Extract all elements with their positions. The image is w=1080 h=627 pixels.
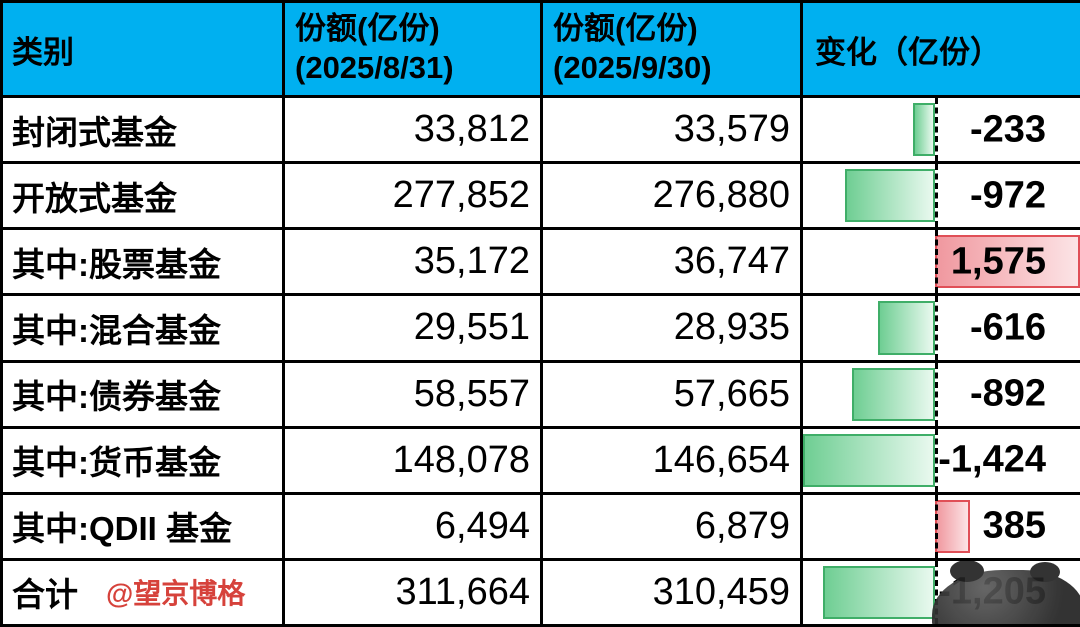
change-bar — [823, 565, 935, 619]
change-bar — [803, 433, 935, 487]
category-label: 其中:股票基金 — [12, 245, 221, 283]
category-label: 其中:债券基金 — [12, 378, 221, 416]
header-change-label: 变化（亿份） — [815, 34, 1001, 70]
header-sep-line2: (2025/9/30) — [553, 50, 712, 85]
category-label: 合计 — [12, 576, 78, 614]
header-sep-label: 份额(亿份) (2025/9/30) — [543, 10, 712, 88]
header-cell-change: 变化（亿份） — [803, 3, 1080, 95]
category-cell: 合计 @望京博格 — [3, 560, 285, 624]
share-aug-cell: 58,557 — [285, 362, 543, 426]
share-sep-cell: 57,665 — [543, 362, 803, 426]
header-sep-line1: 份额(亿份) — [553, 11, 698, 47]
change-value: -972 — [969, 174, 1046, 217]
change-value: -233 — [969, 108, 1046, 151]
share-aug-cell: 277,852 — [285, 164, 543, 228]
category-label: 开放式基金 — [12, 179, 177, 217]
zero-axis-line — [934, 164, 938, 228]
change-value: 385 — [982, 504, 1046, 547]
header-cell-aug: 份额(亿份) (2025/8/31) — [285, 3, 543, 95]
change-value: 1,575 — [950, 240, 1046, 283]
change-cell: -892 — [803, 362, 1080, 426]
share-sep-cell: 276,880 — [543, 164, 803, 228]
category-cell: 其中:货币基金 — [3, 428, 285, 492]
share-sep-cell: 28,935 — [543, 296, 803, 360]
change-bar — [934, 235, 1080, 289]
share-aug-cell: 33,812 — [285, 98, 543, 162]
header-aug-label: 份额(亿份) (2025/8/31) — [285, 10, 454, 88]
table-row: 封闭式基金 33,812 33,579 -233 — [3, 98, 1080, 165]
category-cell: 其中:债券基金 — [3, 362, 285, 426]
category-cell: 其中:QDII 基金 — [3, 494, 285, 558]
share-sep-cell: 146,654 — [543, 428, 803, 492]
header-aug-line1: 份额(亿份) — [295, 11, 440, 47]
share-sep-cell: 33,579 — [543, 98, 803, 162]
share-aug-cell: 311,664 — [285, 560, 543, 624]
change-bar — [913, 103, 935, 157]
change-bar — [852, 367, 935, 421]
change-cell: -233 — [803, 98, 1080, 162]
change-bar — [934, 499, 971, 553]
share-aug-cell: 148,078 — [285, 428, 543, 492]
table-row: 其中:混合基金 29,551 28,935 -616 — [3, 296, 1080, 363]
zero-axis-line — [934, 296, 938, 360]
header-row: 类别 份额(亿份) (2025/8/31) 份额(亿份) (2025/9/30)… — [3, 3, 1080, 98]
share-sep-cell: 6,879 — [543, 494, 803, 558]
change-bar — [844, 169, 935, 223]
share-sep-cell: 310,459 — [543, 560, 803, 624]
change-cell: -1,424 — [803, 428, 1080, 492]
zero-axis-line — [934, 428, 938, 492]
table-row: 开放式基金 277,852 276,880 -972 — [3, 164, 1080, 231]
zero-axis-line — [934, 494, 938, 558]
category-label: 其中:货币基金 — [12, 444, 221, 482]
sticker-watermark — [932, 560, 1080, 624]
table-row: 其中:债券基金 58,557 57,665 -892 — [3, 362, 1080, 429]
zero-axis-line — [934, 362, 938, 426]
change-value: -616 — [969, 306, 1046, 349]
category-cell: 开放式基金 — [3, 164, 285, 228]
header-aug-line2: (2025/8/31) — [295, 50, 454, 85]
change-value: -1,424 — [938, 438, 1046, 481]
zero-axis-line — [934, 98, 938, 162]
share-aug-cell: 29,551 — [285, 296, 543, 360]
change-bar — [877, 301, 935, 355]
share-aug-cell: 35,172 — [285, 230, 543, 294]
header-category-label: 类别 — [12, 34, 74, 70]
author-watermark: @望京博格 — [106, 578, 246, 610]
category-label: 其中:混合基金 — [12, 311, 221, 349]
table-row: 其中:QDII 基金 6,494 6,879 385 — [3, 494, 1080, 561]
change-cell: -1,205 — [803, 560, 1080, 624]
category-cell: 封闭式基金 — [3, 98, 285, 162]
category-cell: 其中:混合基金 — [3, 296, 285, 360]
category-cell: 其中:股票基金 — [3, 230, 285, 294]
change-cell: 1,575 — [803, 230, 1080, 294]
header-cell-sep: 份额(亿份) (2025/9/30) — [543, 3, 803, 95]
zero-axis-line — [934, 560, 938, 624]
table-body: 封闭式基金 33,812 33,579 -233 开放式基金 277,852 276,880… — [3, 98, 1080, 627]
header-cell-category: 类别 — [3, 3, 285, 95]
share-aug-cell: 6,494 — [285, 494, 543, 558]
change-value: -892 — [969, 372, 1046, 415]
change-cell: -616 — [803, 296, 1080, 360]
change-cell: -972 — [803, 164, 1080, 228]
table-row: 其中:货币基金 148,078 146,654 -1,424 — [3, 428, 1080, 495]
zero-axis-line — [934, 230, 938, 294]
category-label: 其中:QDII 基金 — [12, 510, 232, 548]
share-sep-cell: 36,747 — [543, 230, 803, 294]
change-cell: 385 — [803, 494, 1080, 558]
category-label: 封闭式基金 — [12, 113, 177, 151]
table-row: 其中:股票基金 35,172 36,747 1,575 — [3, 230, 1080, 297]
